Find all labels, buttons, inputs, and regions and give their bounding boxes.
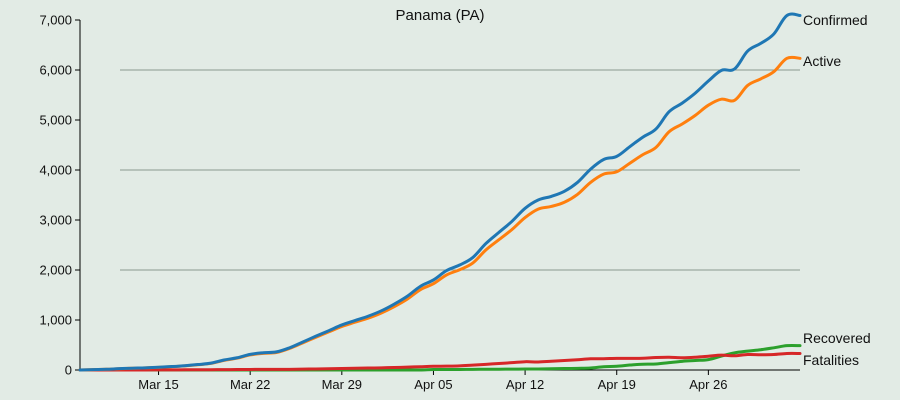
y-axis: 0 1,000 2,000 3,000 4,000 5,000 6,000 7,000: [39, 13, 81, 378]
series-line-fatalities: [78, 351, 802, 372]
y-tick-label: 5,000: [39, 113, 72, 128]
y-tick-label: 1,000: [39, 313, 72, 328]
x-tick-label: Mar 22: [230, 377, 270, 392]
x-tick-label: Mar 29: [322, 377, 362, 392]
y-tick-label: 6,000: [39, 63, 72, 78]
series-label-confirmed: Confirmed: [803, 12, 868, 28]
y-tick-label: 7,000: [39, 13, 72, 28]
series-label-fatalities: Fatalities: [803, 352, 859, 368]
x-tick-label: Apr 26: [689, 377, 727, 392]
chart-title: Panama (PA): [396, 7, 485, 24]
series-label-active: Active: [803, 53, 841, 69]
series-lines: [78, 12, 802, 372]
y-tick-label: 3,000: [39, 213, 72, 228]
x-tick-label: Apr 19: [598, 377, 636, 392]
x-tick-label: Apr 12: [506, 377, 544, 392]
series-label-recovered: Recovered: [803, 330, 871, 346]
series-line-confirmed: [78, 12, 802, 372]
series-labels: Confirmed Active Recovered Fatalities: [803, 12, 871, 368]
y-tick-label: 4,000: [39, 163, 72, 178]
x-tick-label: Mar 15: [138, 377, 178, 392]
y-tick-label: 2,000: [39, 263, 72, 278]
y-tick-label: 0: [65, 363, 72, 378]
x-tick-label: Apr 05: [414, 377, 452, 392]
